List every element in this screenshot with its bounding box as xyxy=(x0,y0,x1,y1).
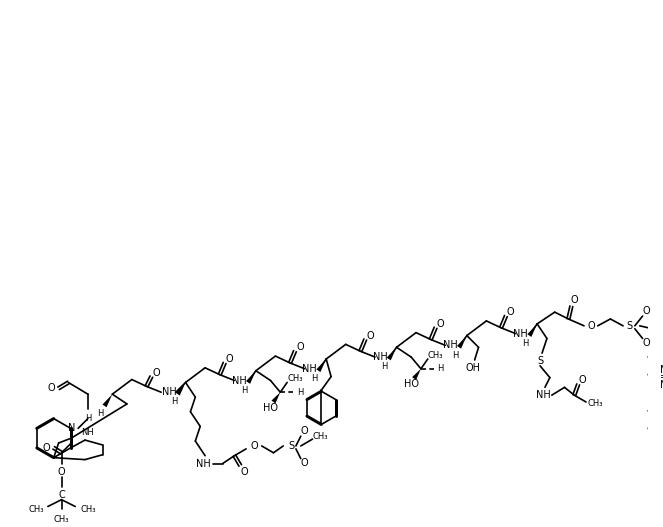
Text: O: O xyxy=(437,319,444,329)
Text: O: O xyxy=(507,307,514,317)
Text: CH₃: CH₃ xyxy=(588,399,603,408)
Text: O: O xyxy=(152,368,160,378)
Text: H: H xyxy=(312,374,318,383)
Text: O: O xyxy=(48,383,56,393)
Text: CH₃: CH₃ xyxy=(80,505,95,514)
Text: O: O xyxy=(587,321,595,331)
Text: O: O xyxy=(301,426,308,436)
Text: NH: NH xyxy=(82,428,94,437)
Text: CH₃: CH₃ xyxy=(312,432,328,441)
Text: H: H xyxy=(97,409,104,418)
Text: CH₃: CH₃ xyxy=(54,515,69,524)
Polygon shape xyxy=(246,370,256,384)
Text: O: O xyxy=(578,375,586,385)
Text: O: O xyxy=(225,354,233,364)
Text: H: H xyxy=(296,388,303,397)
Text: H: H xyxy=(170,397,177,406)
Text: H: H xyxy=(522,339,528,348)
Text: CH₃: CH₃ xyxy=(287,374,303,383)
Text: NH: NH xyxy=(196,458,211,469)
Text: =: = xyxy=(660,373,663,383)
Text: N: N xyxy=(660,380,663,391)
Polygon shape xyxy=(387,347,396,360)
Text: HO: HO xyxy=(263,403,278,413)
Text: O: O xyxy=(301,457,308,467)
Text: NH: NH xyxy=(373,352,387,362)
Text: H: H xyxy=(382,363,388,372)
Text: NH: NH xyxy=(302,364,317,374)
Text: C: C xyxy=(58,490,65,500)
Polygon shape xyxy=(103,394,112,407)
Text: NH: NH xyxy=(536,390,550,400)
Text: O: O xyxy=(296,343,304,352)
Text: H: H xyxy=(452,350,458,359)
Text: O: O xyxy=(642,306,650,316)
Text: O: O xyxy=(367,330,374,340)
Text: S: S xyxy=(537,356,543,366)
Text: CH₃: CH₃ xyxy=(29,505,44,514)
Text: NH: NH xyxy=(443,340,457,350)
Text: O: O xyxy=(58,467,66,477)
Text: N: N xyxy=(68,423,75,433)
Text: NH: NH xyxy=(162,387,176,397)
Text: O: O xyxy=(42,443,50,453)
Text: O: O xyxy=(570,296,578,306)
Polygon shape xyxy=(527,324,537,337)
Polygon shape xyxy=(457,336,467,349)
Text: O: O xyxy=(250,441,258,451)
Text: NH: NH xyxy=(513,329,528,339)
Text: H: H xyxy=(85,414,91,423)
Polygon shape xyxy=(271,392,280,403)
Text: O: O xyxy=(241,467,248,477)
Text: N: N xyxy=(660,365,663,375)
Text: HO: HO xyxy=(404,379,418,389)
Text: S: S xyxy=(627,321,633,331)
Polygon shape xyxy=(316,359,326,372)
Text: OH: OH xyxy=(465,363,480,373)
Text: S: S xyxy=(288,441,294,451)
Text: O: O xyxy=(642,338,650,348)
Polygon shape xyxy=(176,383,186,396)
Text: H: H xyxy=(438,364,444,373)
Polygon shape xyxy=(412,369,421,380)
Text: H: H xyxy=(241,386,247,395)
Text: NH: NH xyxy=(232,376,247,386)
Text: CH₃: CH₃ xyxy=(428,350,444,359)
